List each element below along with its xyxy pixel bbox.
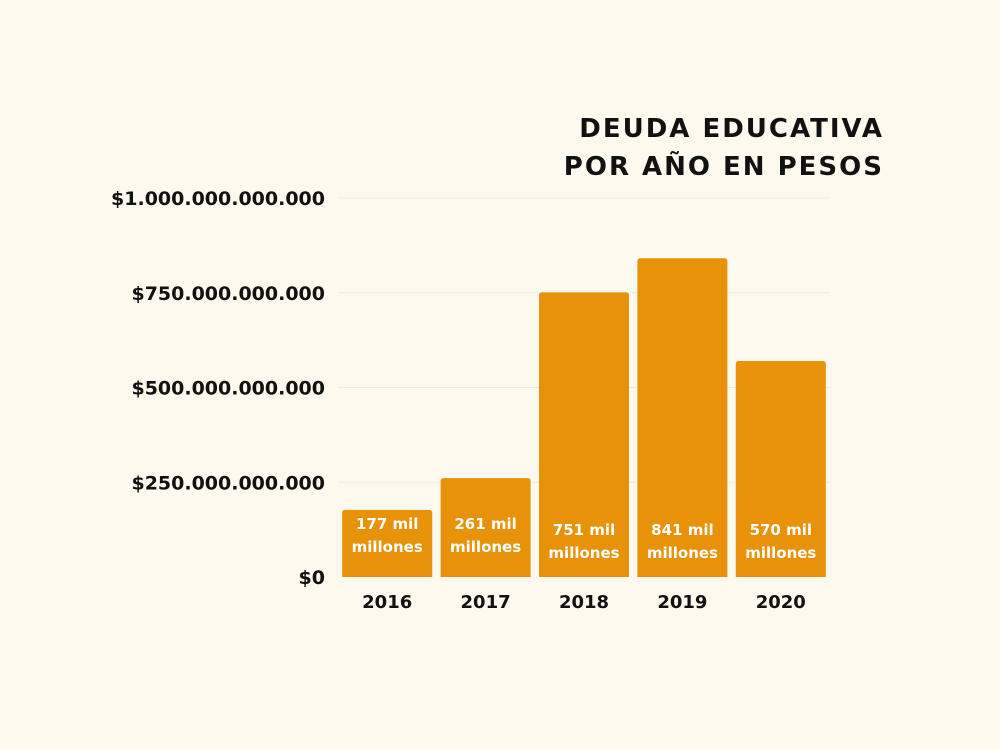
y-tick-label: $500.000.000.000 <box>131 378 325 400</box>
x-axis-ticks: 2016 2017 2018 2019 2020 <box>362 592 806 613</box>
x-tick-label: 2018 <box>559 592 609 613</box>
bar-2016 <box>342 509 433 577</box>
bar-2019 <box>637 258 728 577</box>
bar-2017 <box>440 478 531 577</box>
bar-value-label: 261 mil <box>454 515 516 533</box>
y-tick-label: $1.000.000.000.000 <box>111 188 325 210</box>
bar-value-label: millones <box>548 544 619 562</box>
bars: 177 mil millones 261 mil millones 751 mil mil… <box>342 258 826 577</box>
x-tick-label: 2016 <box>362 592 412 613</box>
x-tick-label: 2017 <box>461 592 511 613</box>
bar-value-label: millones <box>352 538 423 556</box>
bar-value-label: millones <box>647 544 718 562</box>
bar-2020 <box>735 360 826 577</box>
chart-title-line-1: DEUDA EDUCATIVA <box>579 114 884 144</box>
chart-title: DEUDA EDUCATIVA POR AÑO EN PESOS <box>564 110 884 186</box>
bar-value-label: millones <box>450 538 521 556</box>
bar-value-label: millones <box>745 544 816 562</box>
x-tick-label: 2020 <box>756 592 806 613</box>
bar-value-label: 570 mil <box>750 521 812 539</box>
y-tick-label: $750.000.000.000 <box>131 283 325 305</box>
chart-title-line-2: POR AÑO EN PESOS <box>563 152 884 182</box>
y-tick-label: $0 <box>299 567 325 589</box>
x-tick-label: 2019 <box>657 592 707 613</box>
bar-value-label: 751 mil <box>553 521 615 539</box>
y-axis-ticks: $0 $250.000.000.000 $500.000.000.000 $750.0… <box>111 188 325 589</box>
bar-2018 <box>539 292 629 577</box>
bar-value-label: 177 mil <box>356 515 418 533</box>
bar-value-label: 841 mil <box>651 521 713 539</box>
y-tick-label: $250.000.000.000 <box>131 472 325 494</box>
